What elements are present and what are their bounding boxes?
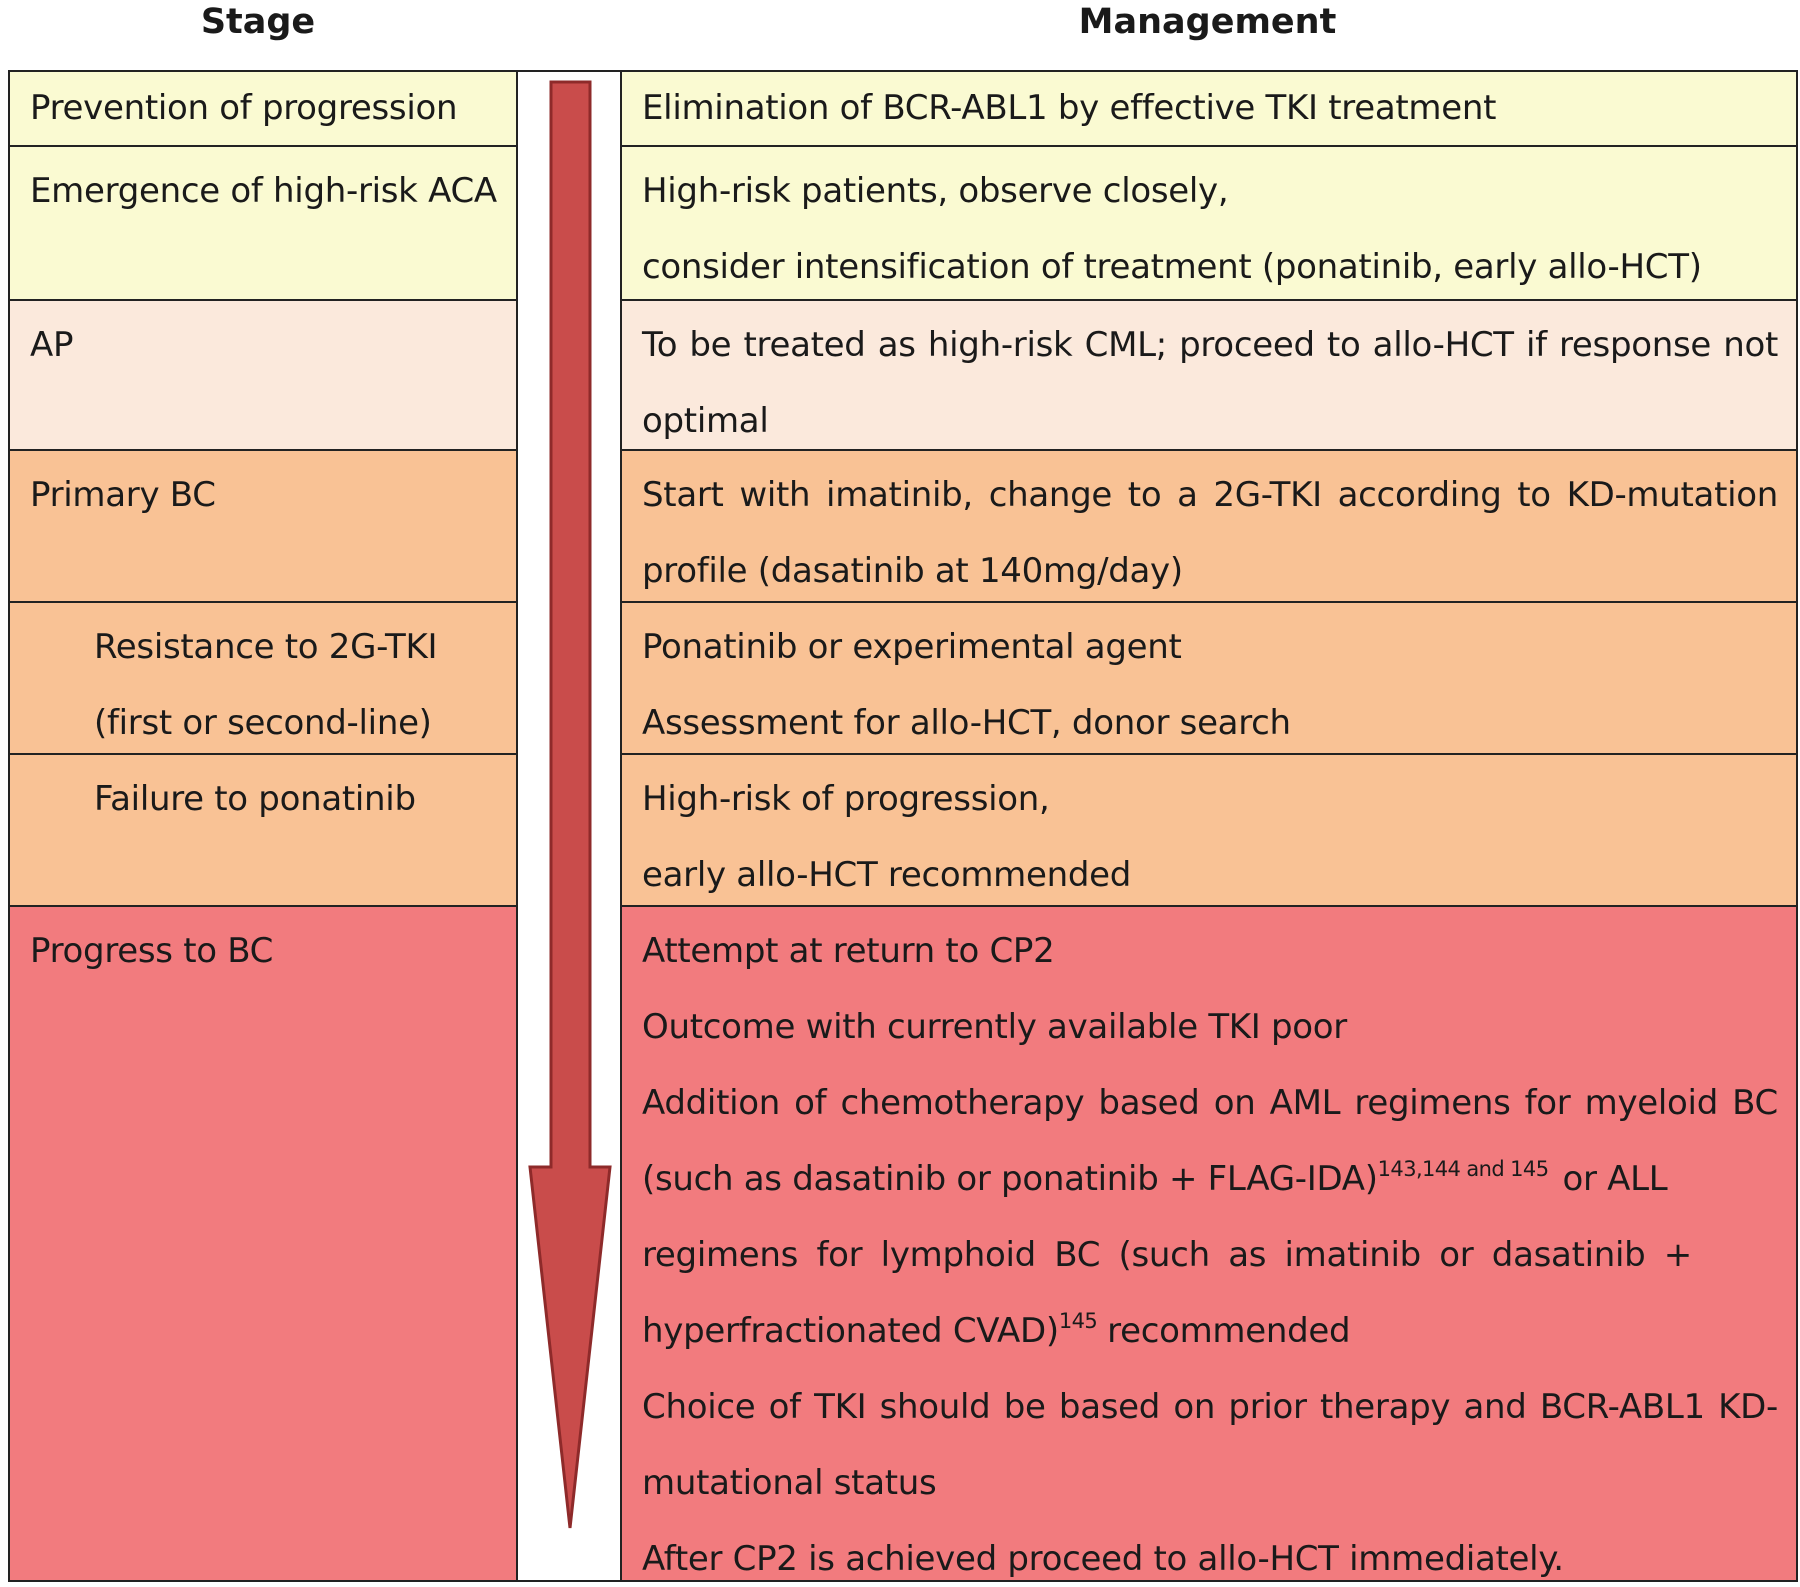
- stage-column-header: Stage: [200, 2, 316, 42]
- stage-cell-ap: AP: [8, 299, 518, 451]
- management-text: consider intensification of treatment (p…: [642, 247, 1702, 287]
- management-text: Ponatinib or experimental agent: [642, 627, 1182, 667]
- stage-text: AP: [30, 325, 74, 365]
- reference-superscript: 143,144 and 145: [1377, 1157, 1549, 1181]
- stage-cell-high-risk-aca: Emergence of high-risk ACA: [8, 145, 518, 301]
- stage-text: (first or second-line): [94, 703, 432, 743]
- management-cell-failure-ponatinib: High-risk of progression, early allo-HCT…: [620, 753, 1798, 907]
- stage-cell-failure-ponatinib: Failure to ponatinib: [8, 753, 518, 907]
- arrow-column: [518, 70, 620, 1582]
- management-text: or ALL: [1562, 1159, 1668, 1199]
- management-text: Choice of TKI should be based on prior t…: [642, 1387, 1778, 1427]
- management-text: mutational status: [642, 1463, 937, 1503]
- management-cell-prevention: Elimination of BCR-ABL1 by effective TKI…: [620, 70, 1798, 147]
- stage-cell-prevention: Prevention of progression: [8, 70, 518, 147]
- stage-text: Prevention of progression: [30, 88, 458, 128]
- management-text: To be treated as high-risk CML; proceed …: [642, 325, 1778, 365]
- management-text: After CP2 is achieved proceed to allo-HC…: [642, 1539, 1564, 1579]
- reference-superscript: 145: [1058, 1309, 1098, 1333]
- management-text-with-reference: hyperfractionated CVAD)145 recommended: [642, 1293, 1778, 1369]
- stage-text: Failure to ponatinib: [94, 779, 416, 819]
- progression-arrow-icon: [528, 80, 612, 1529]
- management-text: (such as dasatinib or ponatinib + FLAG-I…: [642, 1159, 1378, 1199]
- management-text: Assessment for allo-HCT, donor search: [642, 703, 1291, 743]
- management-cell-primary-bc: Start with imatinib, change to a 2G-TKI …: [620, 449, 1798, 603]
- stage-cell-progress-bc: Progress to BC: [8, 905, 518, 1582]
- management-text-with-reference: (such as dasatinib or ponatinib + FLAG-I…: [642, 1141, 1778, 1217]
- management-text: recommended: [1107, 1311, 1351, 1351]
- management-text: High-risk patients, observe closely,: [642, 171, 1229, 211]
- management-text: regimens for lymphoid BC (such as imatin…: [642, 1235, 1692, 1275]
- stage-cell-primary-bc: Primary BC: [8, 449, 518, 603]
- management-cell-progress-bc: Attempt at return to CP2 Outcome with cu…: [620, 905, 1798, 1582]
- management-text: early allo-HCT recommended: [642, 855, 1132, 895]
- stage-cell-resistance-2g-tki: Resistance to 2G-TKI (first or second-li…: [8, 601, 518, 755]
- management-text: High-risk of progression,: [642, 779, 1050, 819]
- management-cell-resistance-2g-tki: Ponatinib or experimental agent Assessme…: [620, 601, 1798, 755]
- management-cell-high-risk-aca: High-risk patients, observe closely, con…: [620, 145, 1798, 301]
- management-text: Outcome with currently available TKI poo…: [642, 1007, 1347, 1047]
- management-text: optimal: [642, 401, 769, 441]
- management-text: Start with imatinib, change to a 2G-TKI …: [642, 475, 1778, 515]
- management-column-header: Management: [1078, 2, 1337, 42]
- stage-text: Resistance to 2G-TKI: [94, 627, 438, 667]
- management-text: Addition of chemotherapy based on AML re…: [642, 1083, 1778, 1123]
- management-text: hyperfractionated CVAD): [642, 1311, 1059, 1351]
- management-text: Elimination of BCR-ABL1 by effective TKI…: [642, 88, 1497, 128]
- stage-text: Emergence of high-risk ACA: [30, 171, 497, 211]
- management-text: profile (dasatinib at 140mg/day): [642, 551, 1183, 591]
- management-cell-ap: To be treated as high-risk CML; proceed …: [620, 299, 1798, 451]
- stage-text: Progress to BC: [30, 931, 274, 971]
- management-text: Attempt at return to CP2: [642, 931, 1055, 971]
- stage-text: Primary BC: [30, 475, 216, 515]
